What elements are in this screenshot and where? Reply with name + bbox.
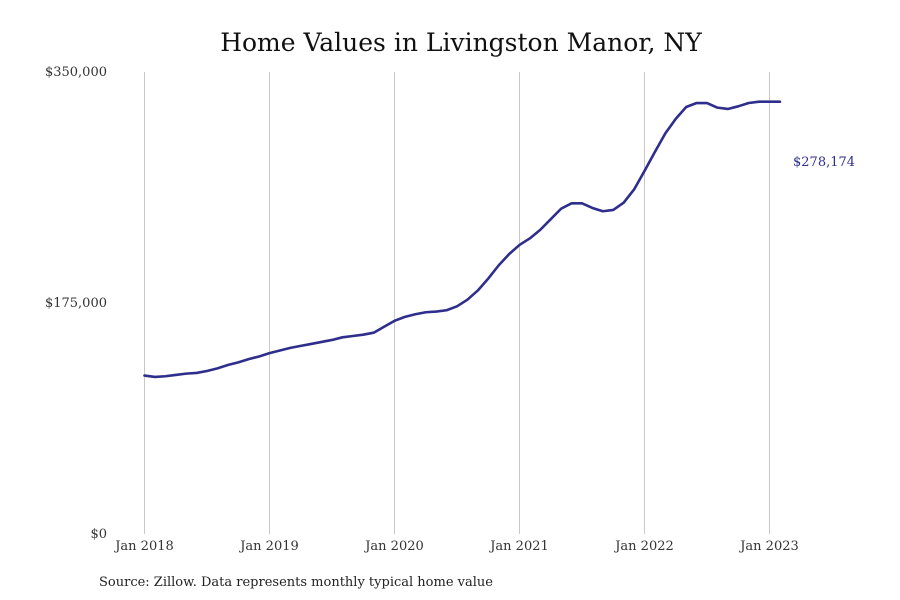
home-value-line xyxy=(143,100,782,379)
y-axis-ticks: $0 $175,000 $350,000 xyxy=(45,65,107,542)
x-tick-label: Jan 2019 xyxy=(238,539,299,554)
end-value-label: $278,174 xyxy=(793,155,855,170)
x-axis-ticks: Jan 2018 Jan 2019 Jan 2020 Jan 2021 Jan 2022… xyxy=(113,539,799,554)
chart-title: Home Values in Livingston Manor, NY xyxy=(220,28,702,57)
x-tick-label: Jan 2018 xyxy=(113,539,174,554)
y-tick-label: $175,000 xyxy=(45,296,107,311)
y-tick-label: $350,000 xyxy=(45,65,107,80)
y-tick-label: $0 xyxy=(90,527,107,542)
x-tick-label: Jan 2020 xyxy=(363,539,424,554)
source-note: Source: Zillow. Data represents monthly … xyxy=(99,575,493,590)
x-tick-label: Jan 2023 xyxy=(738,539,799,554)
gridlines xyxy=(144,72,770,534)
x-tick-label: Jan 2021 xyxy=(488,539,549,554)
x-tick-label: Jan 2022 xyxy=(613,539,674,554)
